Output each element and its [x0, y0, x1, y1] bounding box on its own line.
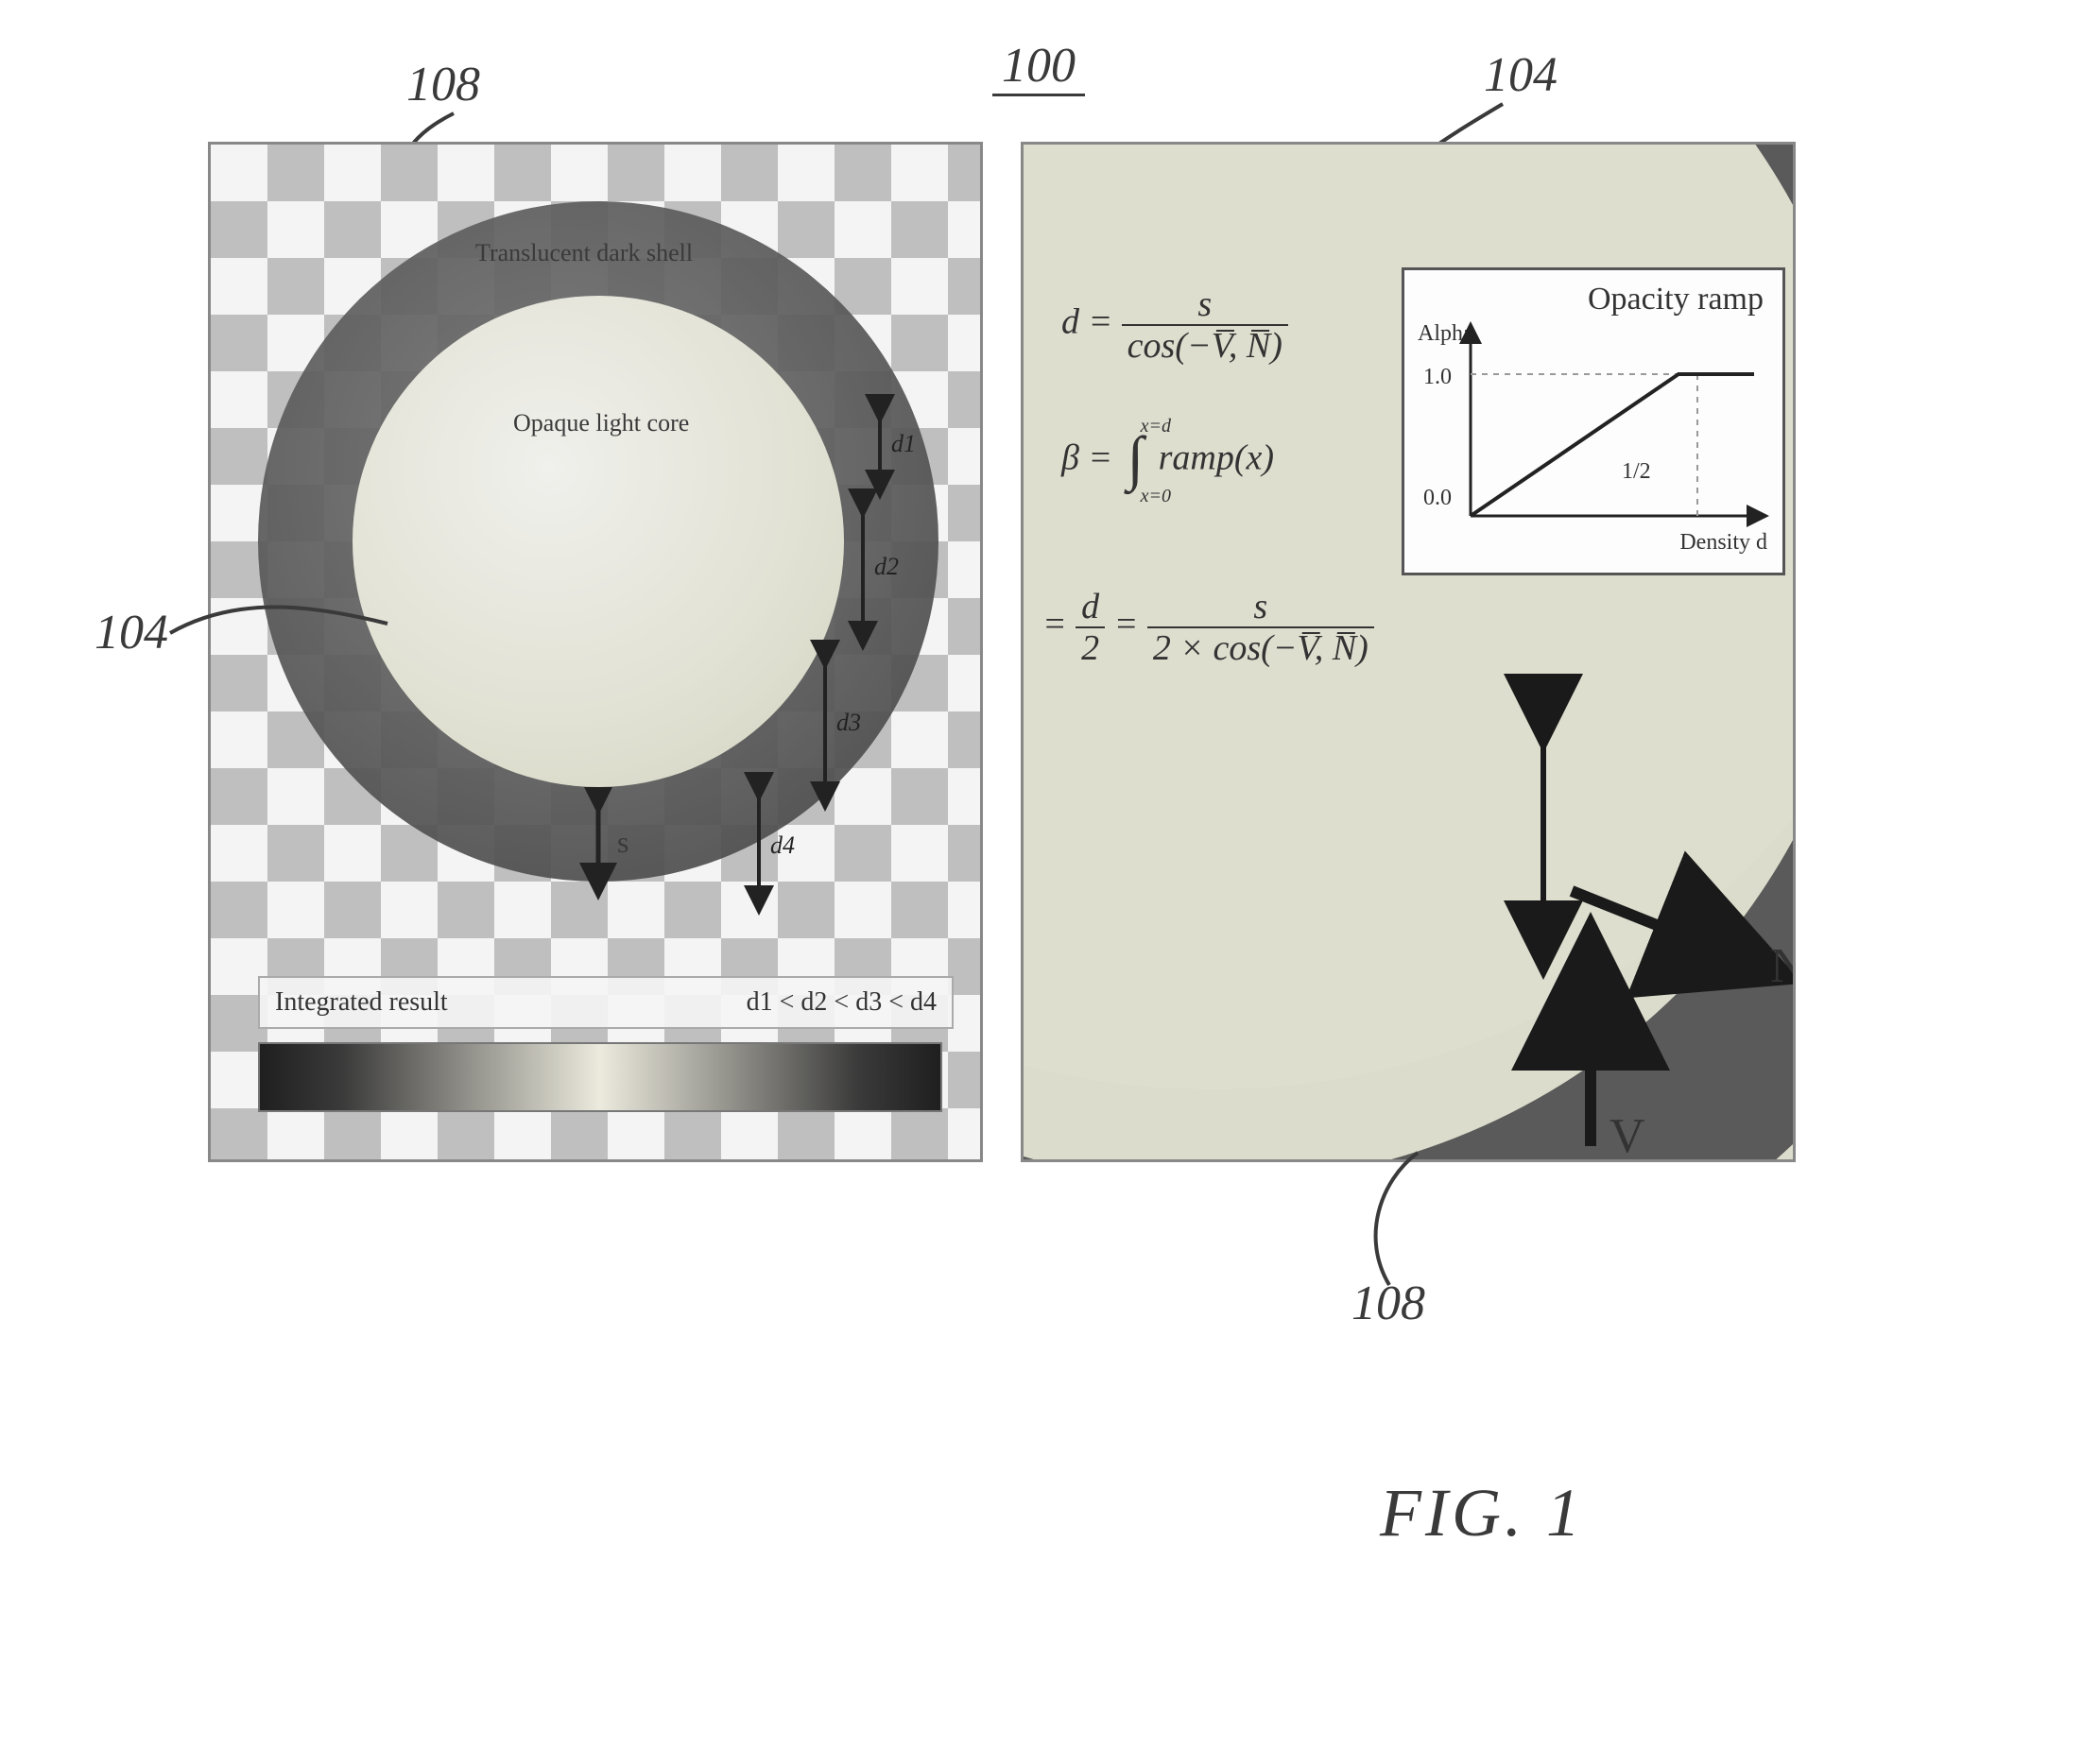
figure-1-page: 100 108 104 Translucent dark shell Opaqu…: [0, 0, 2100, 1748]
eq2-lower: x=0: [1141, 487, 1171, 506]
eq3-lhs-num: d: [1076, 589, 1105, 628]
opacity-ramp-box: Opacity ramp Alpha 1.0 0.0 Density d 1/2: [1402, 267, 1785, 575]
svg-text:d4: d4: [770, 831, 795, 859]
thickness-label-text: s: [617, 825, 628, 859]
eq3-mid: =: [1114, 605, 1139, 644]
n-label-text: N: [1770, 939, 1796, 993]
opacity-ramp-plot: [1404, 270, 1782, 573]
d-markers: d1 d2 d3 d4: [740, 390, 948, 919]
figure-number-text: 100: [1002, 39, 1076, 93]
integrated-gradient-bar: [258, 1042, 942, 1112]
equation-beta: β = x=d ∫ x=0 ramp(x): [1061, 437, 1274, 485]
eq3-num: s: [1147, 589, 1374, 628]
vectors-n-v: [1430, 674, 1796, 1162]
shell-label: Translucent dark shell: [475, 239, 693, 267]
figure-caption-text: FIG. 1: [1380, 1475, 1584, 1551]
eq1-lhs: d =: [1061, 302, 1112, 342]
callout-104-ml-text: 104: [95, 606, 168, 660]
eq1-den: cos(−V̅, N̅): [1122, 326, 1288, 364]
callout-104-mid-left: 104: [95, 605, 168, 660]
n-label: N: [1770, 938, 1796, 994]
core-label: Opaque light core: [513, 409, 689, 437]
figure-caption: FIG. 1: [1380, 1474, 1584, 1552]
integrated-result-relation: d1 < d2 < d3 < d4: [747, 987, 937, 1018]
eq2-integrand: ramp(x): [1159, 438, 1274, 478]
equation-d-over-2: = d 2 = s 2 × cos(−V̅, N̅): [1042, 589, 1374, 666]
shell-label-text: Translucent dark shell: [475, 239, 693, 266]
thickness-label: s: [617, 825, 628, 860]
integrated-result-labels: Integrated result d1 < d2 < d3 < d4: [258, 976, 954, 1029]
svg-text:d1: d1: [891, 430, 916, 457]
integrated-result-title: Integrated result: [275, 987, 448, 1018]
eq3-lhs-den: 2: [1076, 628, 1105, 666]
eq2-lhs: β =: [1061, 438, 1112, 478]
svg-text:d2: d2: [874, 553, 899, 580]
svg-text:d3: d3: [836, 709, 861, 736]
figure-number-top: 100: [992, 38, 1085, 96]
v-label-text: V: [1609, 1109, 1645, 1162]
equation-d: d = s cos(−V̅, N̅): [1061, 286, 1288, 364]
core-label-text: Opaque light core: [513, 409, 689, 437]
eq2-upper: x=d: [1141, 417, 1171, 436]
right-panel: d = s cos(−V̅, N̅) β = x=d ∫ x=0 ramp(x)…: [1021, 142, 1796, 1162]
eq3-den: 2 × cos(−V̅, N̅): [1147, 628, 1374, 666]
eq1-num: s: [1122, 286, 1288, 326]
callout-108-b-leader: [1304, 1143, 1493, 1294]
callout-104-ml-leader: [161, 586, 406, 699]
v-label: V: [1609, 1108, 1645, 1162]
